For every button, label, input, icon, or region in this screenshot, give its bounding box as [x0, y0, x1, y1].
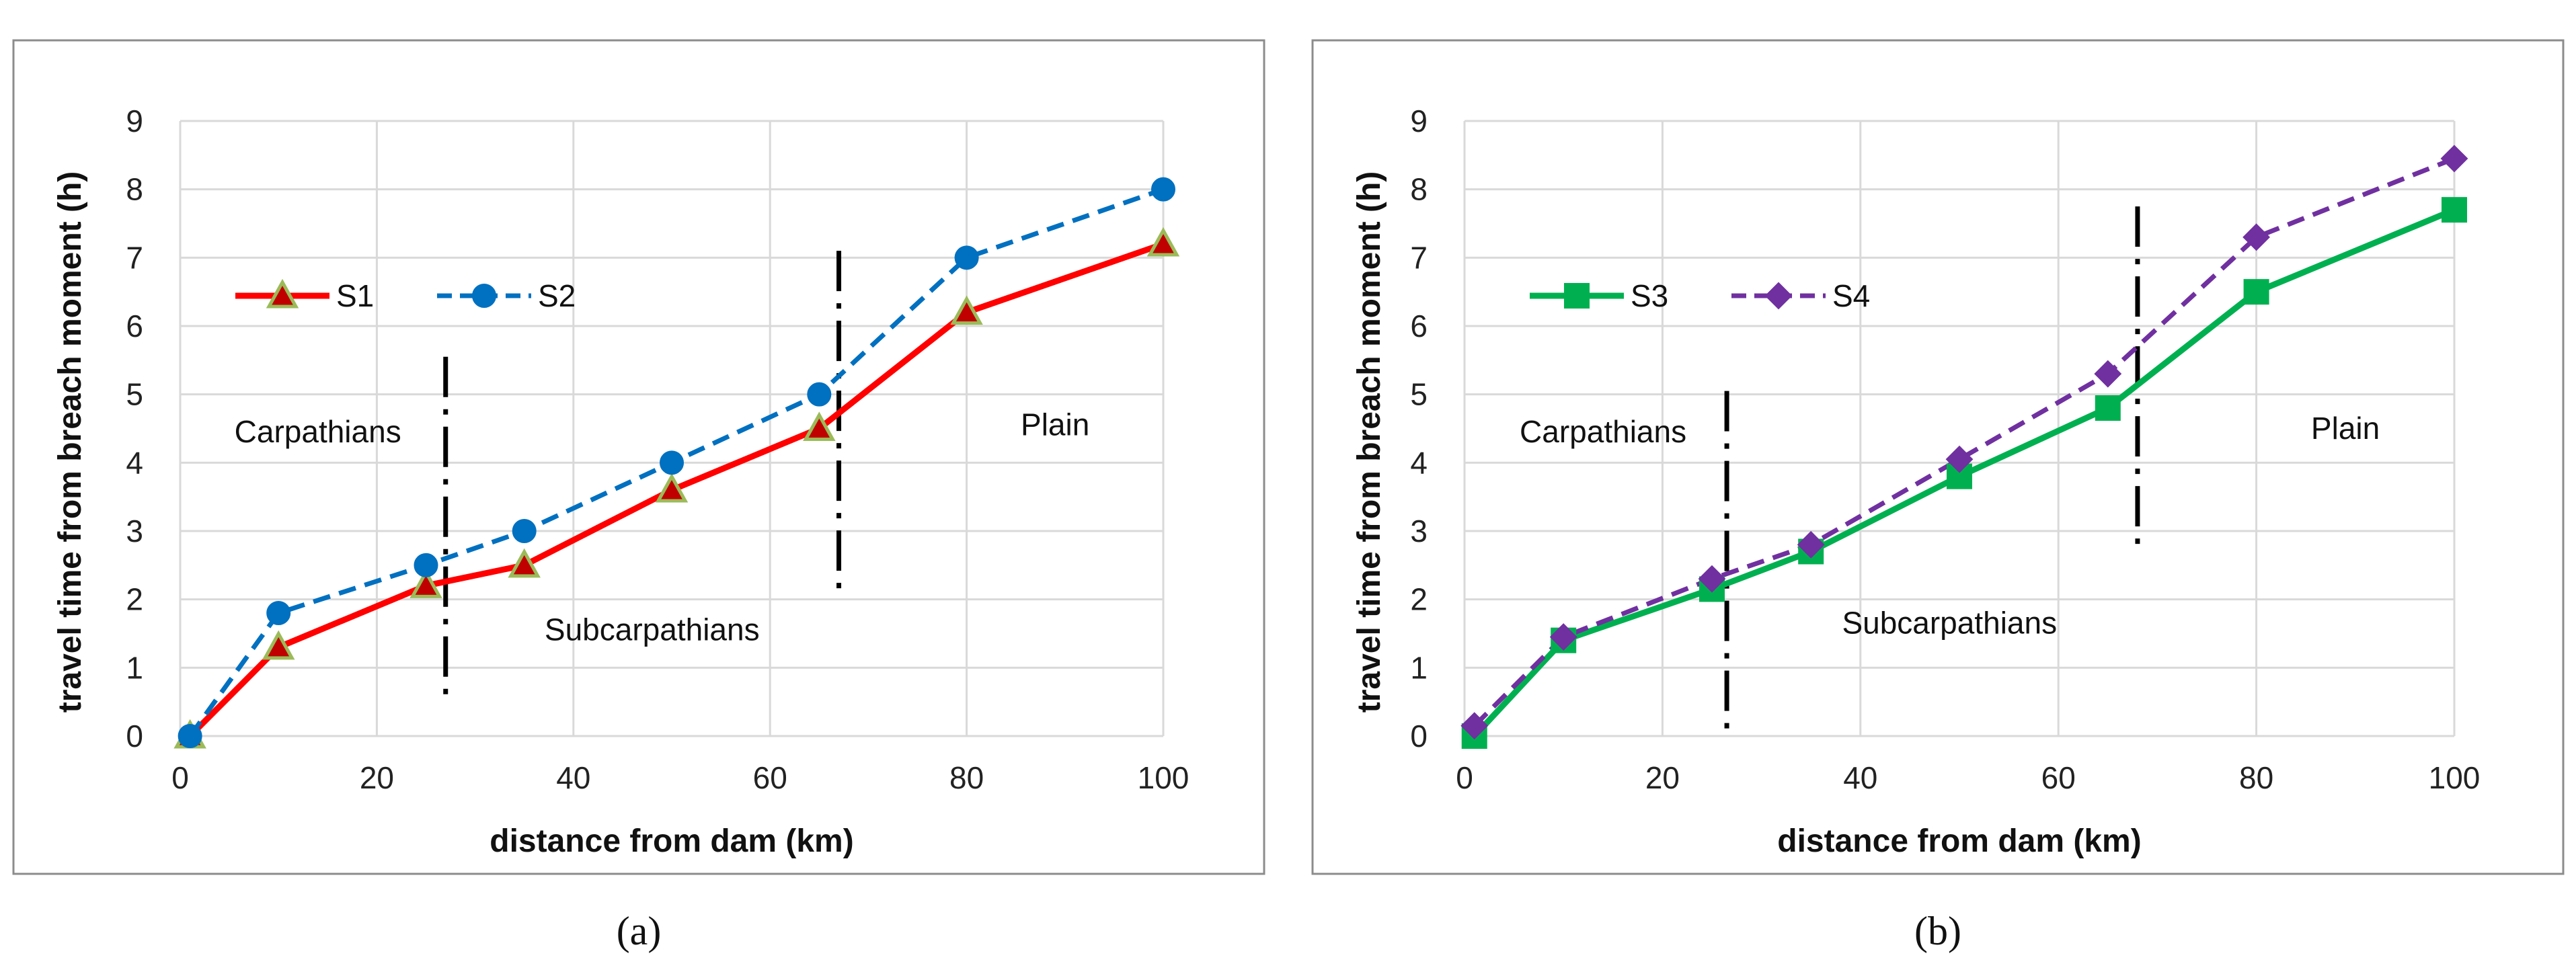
y-tick-label: 7 — [126, 240, 143, 275]
data-point-s2 — [266, 601, 291, 625]
y-tick-label: 8 — [126, 172, 143, 207]
y-tick-label: 9 — [126, 104, 143, 138]
y-tick-label: 1 — [1410, 650, 1428, 685]
data-point-s2 — [1151, 177, 1175, 202]
x-tick-label: 60 — [753, 760, 787, 795]
region-label-carpathians: Carpathians — [1520, 414, 1686, 449]
data-point-s3 — [2442, 197, 2467, 223]
y-tick-label: 6 — [1410, 309, 1428, 343]
panel-a-legend: S1 S2 — [235, 278, 576, 313]
panel-a: 0 1 2 3 4 5 6 7 8 9 0 20 40 60 80 100 Carpathians Subca… — [12, 39, 1265, 953]
y-axis-label: travel time from breach moment (h) — [52, 171, 88, 713]
panel-b-legend: S3 S4 — [1530, 278, 1870, 313]
panel-b-series — [1460, 145, 2468, 749]
y-tick-label: 2 — [1410, 582, 1428, 617]
x-axis-label: distance from dam (km) — [490, 823, 853, 859]
y-tick-label: 1 — [126, 650, 143, 685]
x-tick-label: 20 — [360, 760, 394, 795]
data-point-s4 — [1460, 712, 1489, 740]
y-tick-label: 8 — [1410, 172, 1428, 207]
panel-a-regions: Carpathians Subcarpathians Plain — [235, 407, 1090, 647]
y-tick-label: 3 — [1410, 514, 1428, 549]
series-line-s3 — [1472, 207, 2456, 739]
data-point-s2 — [660, 450, 684, 475]
data-point-s1 — [508, 548, 541, 578]
data-point-s4 — [2094, 360, 2122, 388]
legend-label-s1: S1 — [336, 278, 374, 313]
panel-b-regions: Carpathians Subcarpathians Plain — [1520, 411, 2380, 641]
panel-caption: (a) — [617, 909, 662, 953]
legend-marker-s3 — [1564, 283, 1590, 309]
x-tick-label: 80 — [949, 760, 984, 795]
panel-b-ticks: 0 1 2 3 4 5 6 7 8 9 0 20 40 60 80 100 — [1410, 104, 2480, 795]
y-tick-label: 6 — [126, 309, 143, 343]
data-point-s1 — [409, 569, 442, 598]
x-tick-label: 40 — [556, 760, 590, 795]
legend-label-s2: S2 — [538, 278, 576, 313]
y-tick-label: 5 — [1410, 377, 1428, 412]
x-tick-label: 60 — [2041, 760, 2076, 795]
data-point-s4 — [2242, 223, 2271, 251]
y-tick-label: 9 — [1410, 104, 1428, 138]
panel-a-ticks: 0 1 2 3 4 5 6 7 8 9 0 20 40 60 80 100 — [126, 104, 1189, 795]
panel-b-frame — [1311, 39, 2565, 875]
data-point-s2 — [954, 245, 979, 270]
y-axis-label: travel time from breach moment (h) — [1352, 171, 1387, 713]
panel-b-dividers — [1724, 206, 2140, 733]
region-label-plain: Plain — [2311, 411, 2380, 446]
y-tick-label: 0 — [1410, 719, 1428, 754]
region-label-plain: Plain — [1021, 407, 1089, 442]
y-tick-label: 4 — [1410, 445, 1428, 480]
x-tick-label: 0 — [171, 760, 189, 795]
legend-marker-s1 — [266, 278, 299, 309]
legend-marker-s4 — [1764, 282, 1793, 310]
x-tick-label: 20 — [1645, 760, 1680, 795]
region-label-subcarpathians: Subcarpathians — [545, 612, 760, 647]
x-tick-label: 100 — [2429, 760, 2481, 795]
y-tick-label: 0 — [126, 719, 143, 754]
data-point-s4 — [2440, 145, 2468, 173]
data-point-s2 — [807, 382, 832, 407]
panel-a-dividers — [443, 251, 842, 699]
y-tick-label: 7 — [1410, 240, 1428, 275]
y-tick-label: 2 — [126, 582, 143, 617]
data-point-s1 — [1146, 227, 1180, 257]
series-line-s1 — [188, 241, 1165, 739]
data-point-s1 — [262, 630, 295, 660]
y-tick-label: 3 — [126, 514, 143, 549]
panel-b: 0 1 2 3 4 5 6 7 8 9 0 20 40 60 80 100 Carpathians Subca… — [1311, 39, 2565, 953]
panel-b-grid — [1463, 120, 2456, 737]
data-point-s1 — [655, 473, 689, 503]
x-tick-label: 0 — [1456, 760, 1473, 795]
y-tick-label: 4 — [126, 445, 143, 480]
data-point-s1 — [803, 411, 836, 441]
legend-marker-s2 — [472, 284, 496, 308]
data-point-s4 — [1549, 623, 1577, 651]
region-label-carpathians: Carpathians — [235, 414, 401, 449]
data-point-s4 — [1797, 530, 1825, 559]
data-point-s4 — [1698, 565, 1726, 593]
x-tick-label: 40 — [1843, 760, 1877, 795]
data-point-s3 — [2243, 279, 2269, 305]
data-point-s1 — [950, 295, 983, 325]
series-line-s2 — [188, 187, 1165, 738]
region-label-subcarpathians: Subcarpathians — [1842, 606, 2057, 641]
panel-a-frame — [12, 39, 1265, 875]
legend-label-s4: S4 — [1832, 278, 1870, 313]
data-point-s3 — [2095, 395, 2121, 421]
x-axis-label: distance from dam (km) — [1777, 823, 2141, 859]
x-tick-label: 80 — [2239, 760, 2273, 795]
legend-label-s3: S3 — [1631, 278, 1668, 313]
data-point-s2 — [178, 724, 202, 748]
panel-a-series — [173, 177, 1180, 749]
data-point-s4 — [1945, 445, 1974, 473]
x-tick-label: 100 — [1138, 760, 1189, 795]
data-point-s2 — [512, 519, 537, 543]
panel-caption: (b) — [1914, 909, 1961, 953]
series-line-s4 — [1473, 156, 2456, 728]
y-tick-label: 5 — [126, 377, 143, 412]
data-point-s2 — [414, 553, 438, 577]
